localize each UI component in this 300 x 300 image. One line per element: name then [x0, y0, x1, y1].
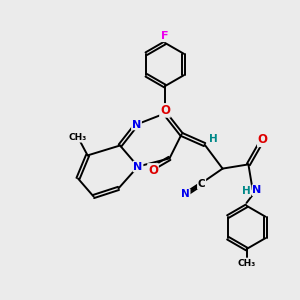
Text: O: O [258, 133, 268, 146]
Text: C: C [198, 178, 206, 189]
Text: O: O [160, 104, 170, 117]
Text: N: N [132, 119, 141, 130]
Text: CH₃: CH₃ [238, 259, 256, 268]
Text: F: F [161, 31, 169, 41]
Text: N: N [253, 185, 262, 195]
Text: N: N [134, 161, 142, 172]
Text: O: O [148, 164, 158, 177]
Text: H: H [242, 186, 250, 196]
Text: H: H [208, 134, 217, 144]
Text: CH₃: CH₃ [69, 133, 87, 142]
Text: N: N [181, 189, 190, 200]
